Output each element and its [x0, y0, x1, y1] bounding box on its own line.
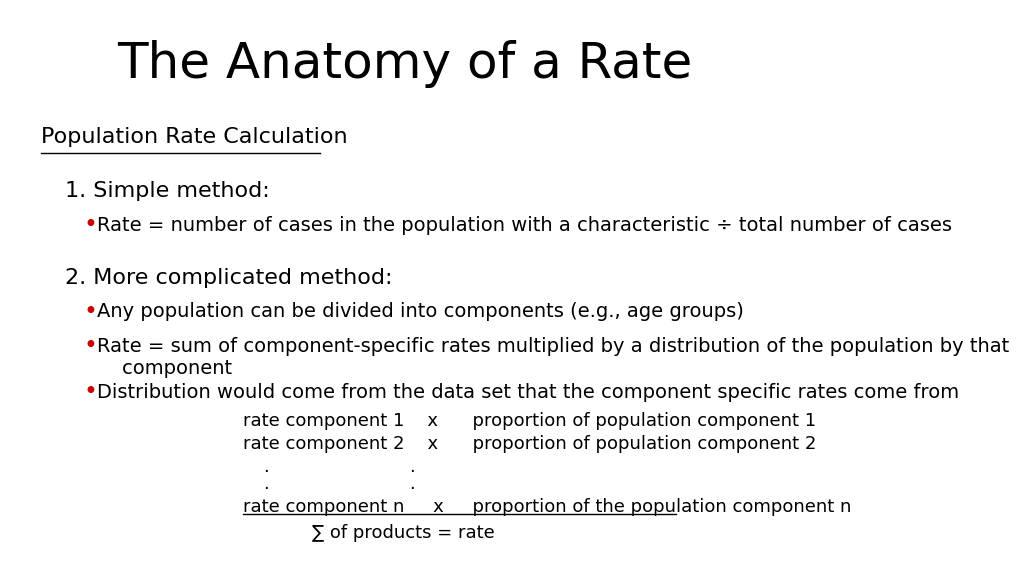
- Text: .: .: [263, 475, 269, 493]
- Text: Rate = sum of component-specific rates multiplied by a distribution of the popul: Rate = sum of component-specific rates m…: [97, 337, 1010, 378]
- Text: .: .: [410, 475, 415, 493]
- Text: •: •: [83, 380, 97, 404]
- Text: 2. More complicated method:: 2. More complicated method:: [65, 268, 392, 288]
- Text: 1. Simple method:: 1. Simple method:: [65, 181, 269, 202]
- Text: Population Rate Calculation: Population Rate Calculation: [41, 127, 347, 147]
- Text: .: .: [263, 458, 269, 476]
- Text: rate component n     x     proportion of the population component n: rate component n x proportion of the pop…: [243, 498, 851, 516]
- Text: •: •: [83, 213, 97, 237]
- Text: rate component 2    x      proportion of population component 2: rate component 2 x proportion of populat…: [243, 435, 816, 453]
- Text: •: •: [83, 300, 97, 324]
- Text: .: .: [410, 458, 415, 476]
- Text: Distribution would come from the data set that the component specific rates come: Distribution would come from the data se…: [97, 383, 959, 402]
- Text: Rate = number of cases in the population with a characteristic ÷ total number of: Rate = number of cases in the population…: [97, 216, 952, 235]
- Text: The Anatomy of a Rate: The Anatomy of a Rate: [118, 40, 692, 88]
- Text: ∑ of products = rate: ∑ of products = rate: [312, 524, 495, 542]
- Text: rate component 1    x      proportion of population component 1: rate component 1 x proportion of populat…: [243, 412, 816, 430]
- Text: •: •: [83, 334, 97, 358]
- Text: Any population can be divided into components (e.g., age groups): Any population can be divided into compo…: [97, 302, 744, 321]
